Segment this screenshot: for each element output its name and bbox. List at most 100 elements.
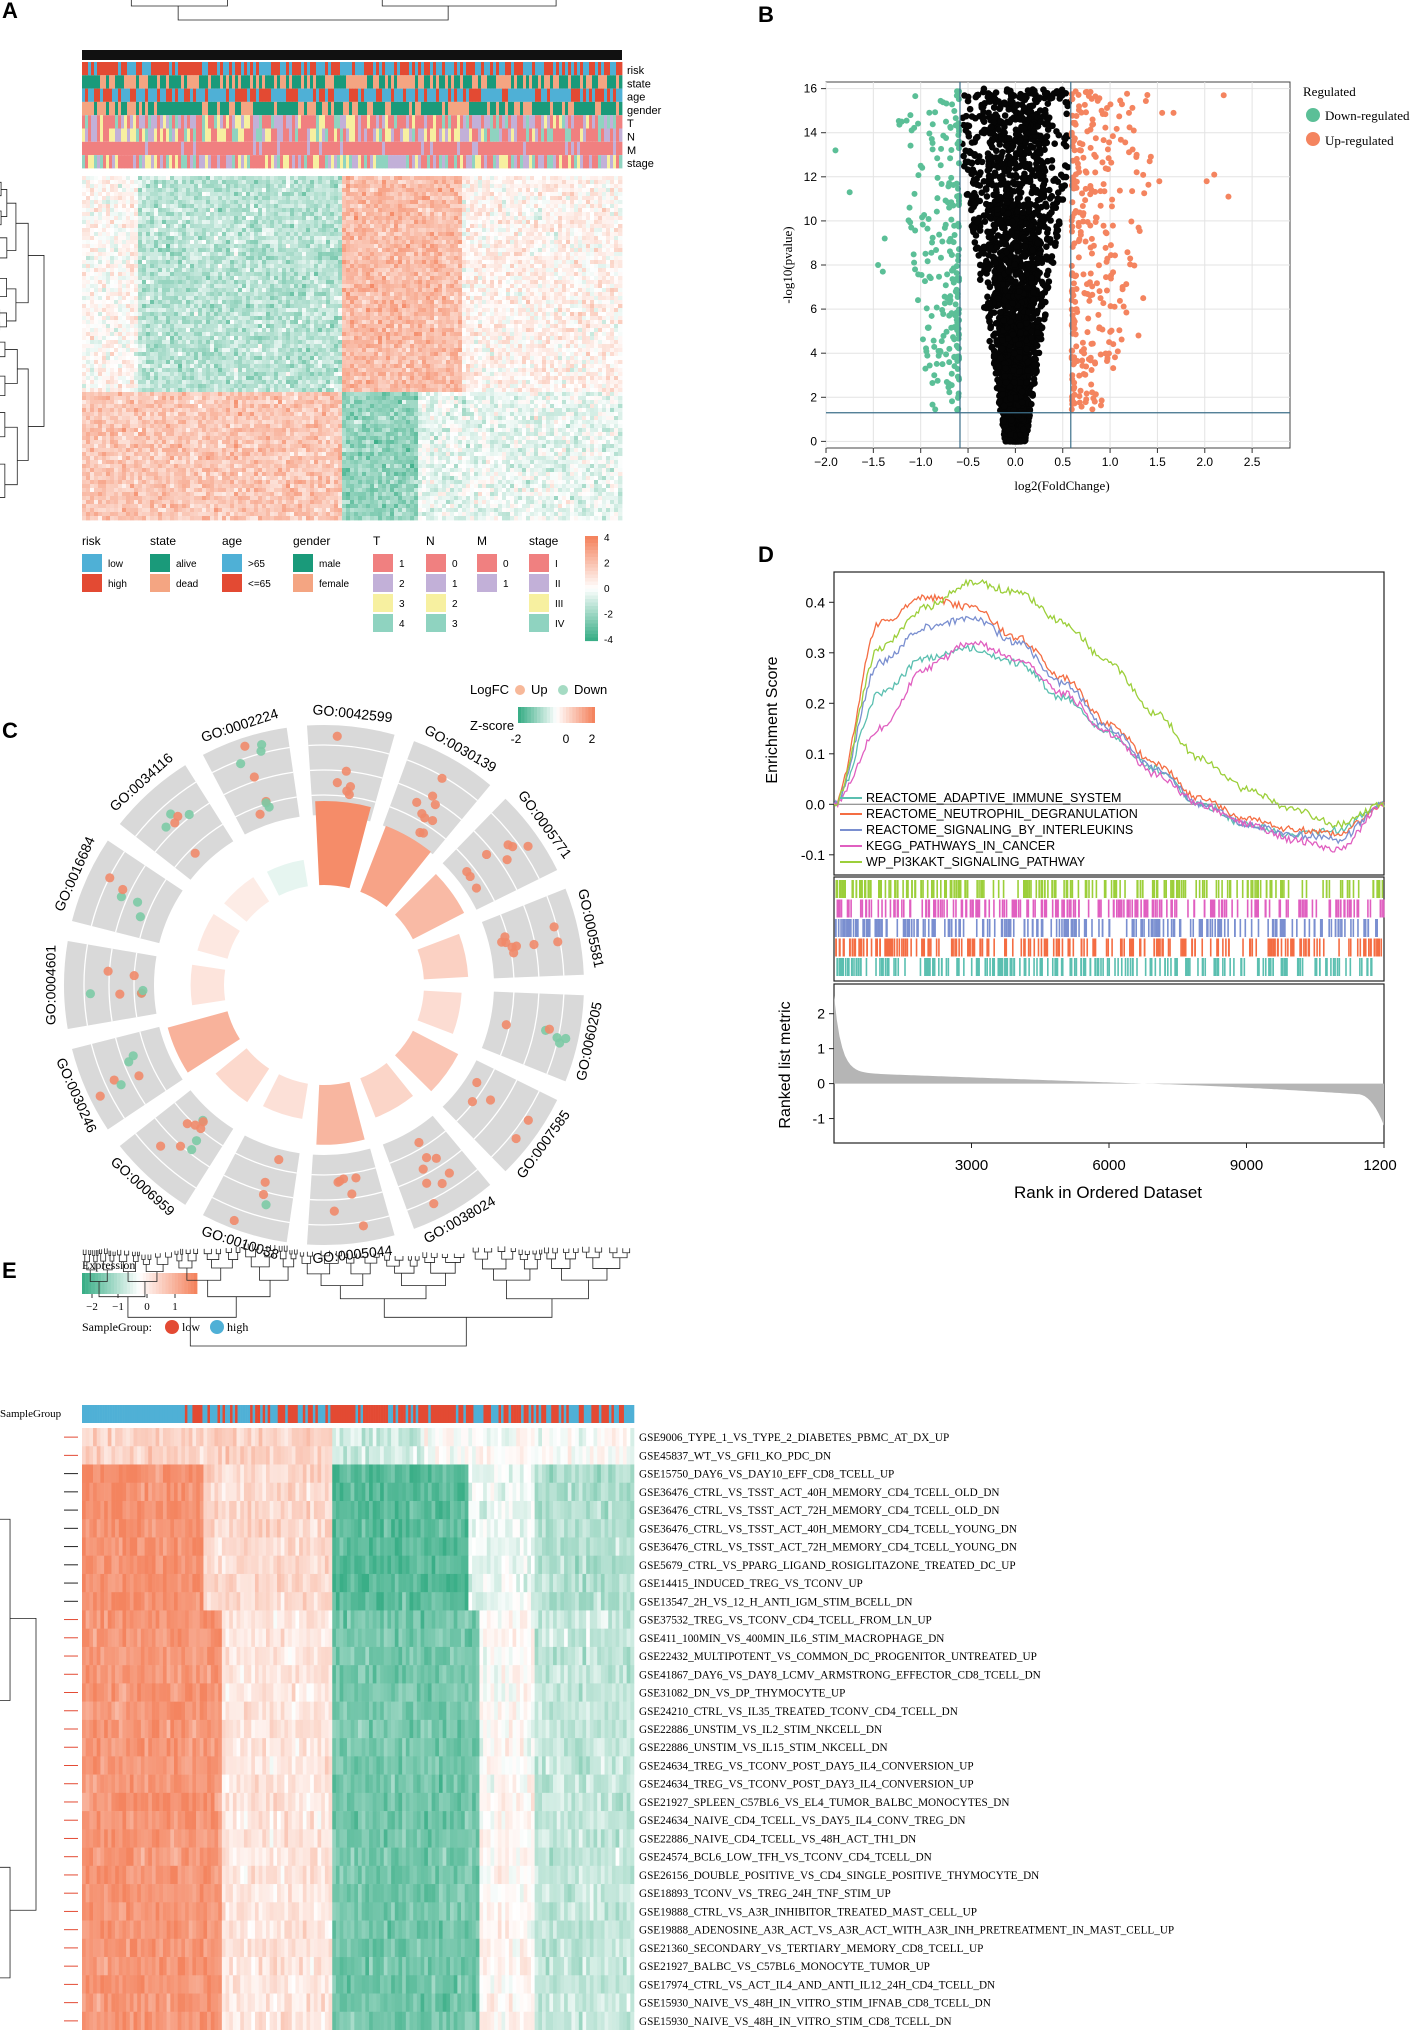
heat-cell xyxy=(442,268,447,273)
heat-cell xyxy=(510,196,515,201)
heat-cell xyxy=(470,276,475,281)
heat-cell xyxy=(610,232,615,237)
track-cell xyxy=(325,115,329,129)
heat-cell xyxy=(202,212,207,217)
heat-cell xyxy=(534,196,539,201)
heat-cell xyxy=(446,188,451,193)
heat-cell xyxy=(94,232,99,237)
heat-cell xyxy=(178,260,183,265)
heat-cell xyxy=(582,176,587,181)
track-cell xyxy=(232,128,236,142)
heat-cell xyxy=(462,256,467,261)
heat-cell xyxy=(310,204,315,209)
heat-cell xyxy=(222,204,227,209)
track-cell xyxy=(328,62,332,76)
track-cell xyxy=(493,62,497,76)
heat-cell xyxy=(402,204,407,209)
heat-cell xyxy=(606,176,611,181)
track-cell xyxy=(214,115,218,129)
heat-cell xyxy=(430,188,435,193)
track-cell xyxy=(244,115,248,129)
heat-cell xyxy=(586,228,591,233)
heat-cell xyxy=(286,248,291,253)
heat-cell xyxy=(342,244,347,249)
heat-cell xyxy=(398,272,403,277)
heat-cell xyxy=(90,280,95,285)
heat-cell xyxy=(102,248,107,253)
track-cell xyxy=(163,75,167,89)
heat-cell xyxy=(378,272,383,277)
track-cell xyxy=(499,155,503,169)
track-cell xyxy=(385,155,389,169)
heat-cell xyxy=(210,252,215,257)
heat-cell xyxy=(618,276,623,281)
track-cell xyxy=(382,128,386,142)
heat-cell xyxy=(238,184,243,189)
heat-cell xyxy=(298,220,303,225)
track-cell xyxy=(355,62,359,76)
heat-cell xyxy=(170,204,175,209)
heat-cell xyxy=(306,220,311,225)
heat-cell xyxy=(518,276,523,281)
heat-cell xyxy=(422,192,427,197)
heat-cell xyxy=(302,192,307,197)
track-cell xyxy=(442,128,446,142)
heat-cell xyxy=(158,276,163,281)
heat-cell xyxy=(214,196,219,201)
track-cell xyxy=(571,101,575,116)
heat-cell xyxy=(598,200,603,205)
heat-cell xyxy=(462,208,467,213)
heat-cell xyxy=(122,276,127,281)
track-cell xyxy=(523,88,527,102)
heat-cell xyxy=(382,268,387,273)
heat-cell xyxy=(602,224,607,229)
heat-cell xyxy=(290,252,295,257)
heat-cell xyxy=(158,228,163,233)
heat-cell xyxy=(238,192,243,197)
heat-cell xyxy=(142,268,147,273)
heat-cell xyxy=(274,260,279,265)
heat-cell xyxy=(454,208,459,213)
heat-cell xyxy=(438,220,443,225)
track-cell xyxy=(565,101,569,116)
heat-cell xyxy=(118,196,123,201)
heat-cell xyxy=(222,176,227,181)
track-cell xyxy=(151,88,155,102)
track-cell xyxy=(526,101,530,116)
heat-cell xyxy=(394,252,399,257)
heat-cell xyxy=(606,188,611,193)
heat-cell xyxy=(602,256,607,261)
heat-cell xyxy=(190,188,195,193)
heat-cell xyxy=(562,252,567,257)
track-cell xyxy=(526,75,530,89)
track-cell xyxy=(514,128,518,142)
heat-cell xyxy=(318,232,323,237)
heat-cell xyxy=(118,248,123,253)
heat-cell xyxy=(186,268,191,273)
heat-cell xyxy=(170,260,175,265)
heat-cell xyxy=(466,232,471,237)
heat-cell xyxy=(418,244,423,249)
heat-cell xyxy=(474,228,479,233)
heat-cell xyxy=(442,204,447,209)
heat-cell xyxy=(550,236,555,241)
heat-cell xyxy=(518,252,523,257)
track-cell xyxy=(211,101,215,116)
heat-cell xyxy=(498,260,503,265)
heat-cell xyxy=(422,236,427,241)
track-cell xyxy=(241,115,245,129)
track-cell xyxy=(301,88,305,102)
heat-cell xyxy=(530,248,535,253)
track-cell xyxy=(322,88,326,102)
heat-cell xyxy=(310,196,315,201)
heat-cell xyxy=(578,252,583,257)
heat-cell xyxy=(334,252,339,257)
heat-cell xyxy=(178,192,183,197)
heat-cell xyxy=(590,184,595,189)
track-cell xyxy=(364,101,368,116)
heat-cell xyxy=(262,192,267,197)
heat-cell xyxy=(322,180,327,185)
heat-cell xyxy=(522,200,527,205)
heat-cell xyxy=(174,176,179,181)
heat-cell xyxy=(458,228,463,233)
